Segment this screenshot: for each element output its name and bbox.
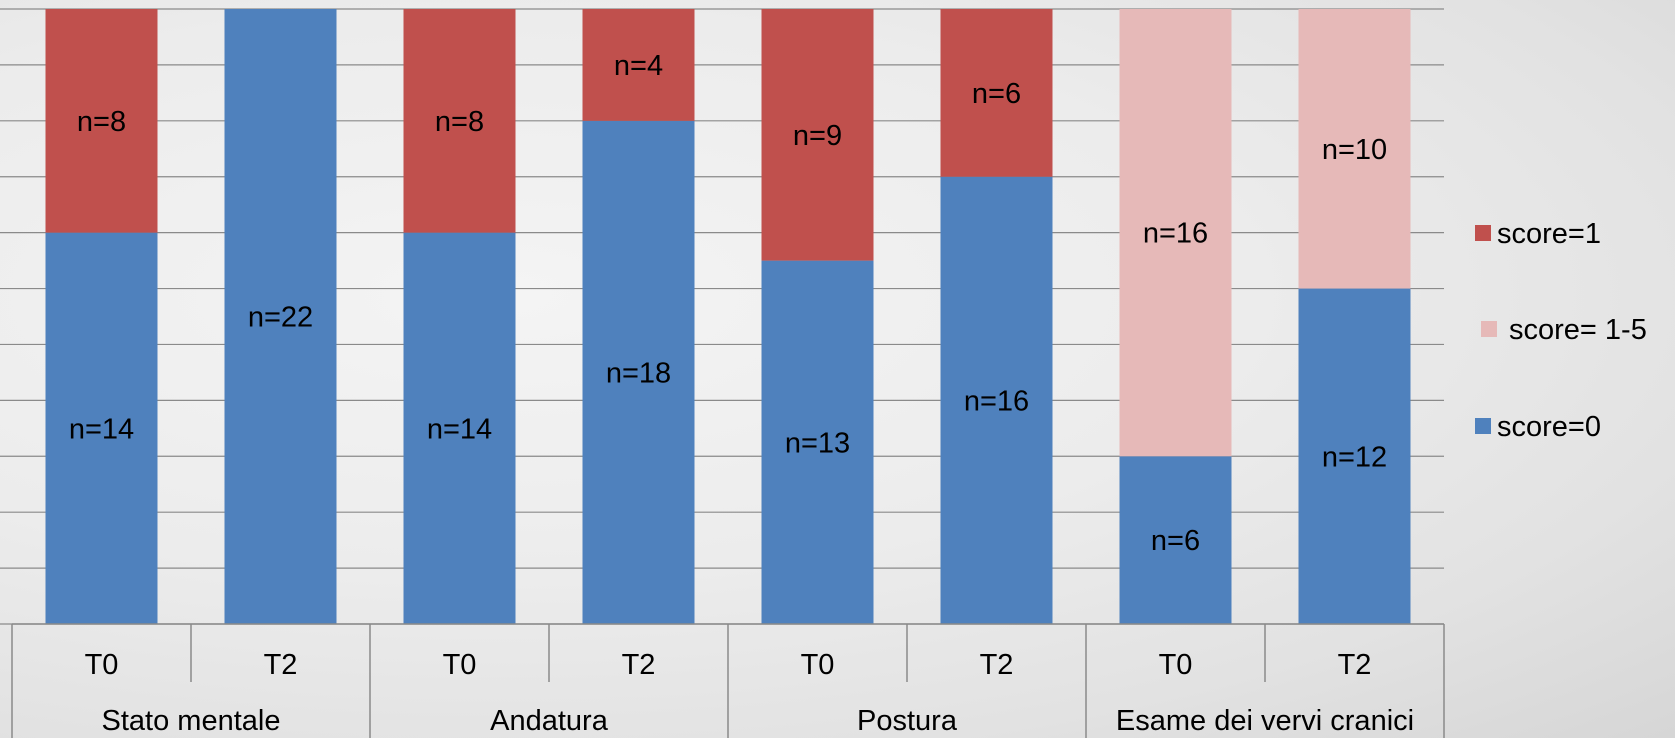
bar-segment [1298, 288, 1411, 624]
bar-segment [761, 260, 874, 624]
x-tick-label: T2 [980, 649, 1014, 681]
bar-segment [403, 232, 516, 625]
x-tick-label: T0 [801, 649, 835, 681]
bar-segment [582, 120, 695, 625]
data-label: n=4 [614, 50, 663, 82]
bar-segment [1298, 9, 1411, 289]
bar-segment [940, 176, 1053, 624]
data-label: n=16 [1143, 218, 1208, 250]
bar-segment [1119, 9, 1232, 457]
data-label: n=22 [248, 302, 313, 334]
bar-segment [761, 9, 874, 261]
x-tick-label: T0 [443, 649, 477, 681]
legend-swatch [1475, 418, 1491, 434]
x-tick-label: T2 [264, 649, 298, 681]
bar-segment [582, 9, 695, 121]
legend: score=1 score= 1-5 score=0 [1475, 218, 1647, 443]
data-label: n=6 [972, 78, 1021, 110]
bar-segment [45, 9, 158, 233]
data-label: n=8 [435, 106, 484, 138]
x-tick-label: T2 [1338, 649, 1372, 681]
bar-segment [1119, 456, 1232, 624]
legend-label: score=1 [1497, 218, 1601, 250]
group-label: Stato mentale [102, 705, 281, 737]
bar-segment [45, 232, 158, 625]
data-label: n=12 [1322, 441, 1387, 473]
data-label: n=6 [1151, 525, 1200, 557]
data-label: n=14 [427, 413, 492, 445]
x-tick-label: T2 [622, 649, 656, 681]
legend-label: score=0 [1497, 411, 1601, 443]
legend-label: score= 1-5 [1509, 314, 1647, 346]
legend-swatch [1481, 321, 1497, 337]
data-label: n=8 [77, 106, 126, 138]
x-tick-label: T0 [1159, 649, 1193, 681]
group-label: Andatura [490, 705, 609, 737]
legend-swatch [1475, 225, 1491, 241]
data-label: n=10 [1322, 134, 1387, 166]
bars [45, 9, 1411, 625]
data-label: n=13 [785, 427, 850, 459]
data-label: n=9 [793, 120, 842, 152]
data-label: n=14 [69, 413, 134, 445]
bar-segment [940, 9, 1053, 177]
data-label: n=16 [964, 385, 1029, 417]
category-axis: T0 T2 T0 T2 T0 T2 T0 T2 Stato mentale Andatura Pos… [11, 623, 1445, 738]
bar-segment [403, 9, 516, 233]
bar-segment [224, 9, 337, 624]
data-label: n=18 [606, 357, 671, 389]
group-label: Esame dei vervi cranici [1116, 705, 1414, 737]
data-labels: n=14 n=8 n=22 n=14 n=8 n=18 n=4 n=13 n=9 n=16 n=6 n… [69, 50, 1387, 557]
group-label: Postura [857, 705, 958, 737]
x-tick-label: T0 [85, 649, 119, 681]
